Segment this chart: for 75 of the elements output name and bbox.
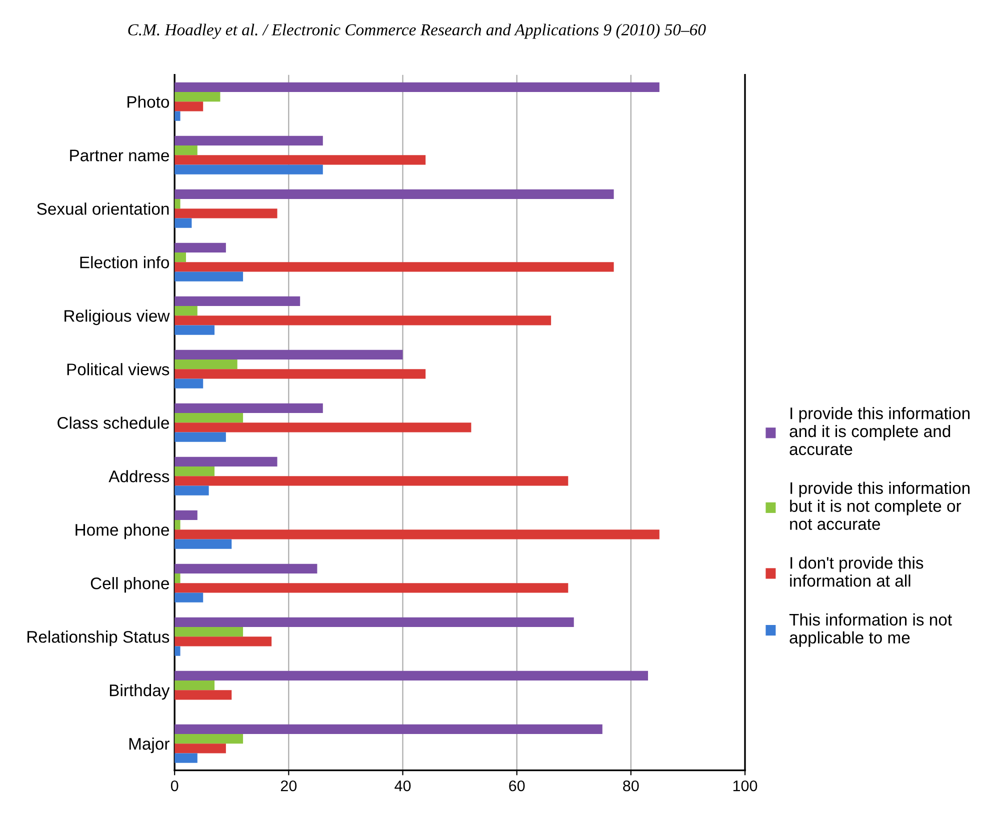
y-tick-label: Address — [108, 470, 170, 482]
y-tick-label: Major — [129, 738, 170, 754]
bar — [174, 486, 209, 496]
legend-label: I don't provide this information at all — [790, 556, 924, 587]
bar — [174, 617, 574, 627]
y-tick-label: Home phone — [76, 524, 169, 540]
bar — [174, 626, 244, 637]
bar — [174, 636, 272, 646]
bar — [174, 573, 180, 584]
y-tick-label: Relationship Status — [28, 630, 170, 646]
bar — [174, 218, 192, 228]
x-tick-label: 80 — [623, 780, 639, 792]
bar — [174, 592, 204, 602]
bar — [174, 296, 300, 306]
bar — [174, 670, 648, 680]
legend-label: I provide this information and it is complete and accurate — [790, 406, 970, 456]
bar — [174, 510, 198, 520]
bar — [174, 164, 323, 174]
bar — [174, 680, 215, 690]
y-tick-label: Religious view — [64, 310, 170, 326]
bar — [174, 466, 215, 476]
bar — [174, 306, 198, 316]
y-tick-label: Cell phone — [90, 577, 169, 593]
bar — [174, 359, 238, 370]
bar — [174, 146, 198, 156]
bar — [174, 422, 472, 432]
y-tick-label: Sexual orientation — [37, 202, 169, 215]
bar — [174, 734, 244, 744]
x-tick-label: 20 — [280, 780, 297, 792]
x-tick-label: 40 — [394, 780, 411, 792]
y-tick-label: Class schedule — [58, 416, 169, 429]
y-tick-label: Election info — [80, 256, 170, 268]
x-tick-label: 100 — [733, 780, 758, 792]
bar — [174, 753, 198, 763]
bar — [174, 102, 204, 112]
bar — [174, 242, 226, 252]
bar — [174, 92, 220, 102]
bar — [174, 136, 323, 146]
bar — [174, 724, 602, 734]
bar — [174, 369, 426, 379]
bar — [174, 456, 278, 466]
bar — [174, 155, 426, 165]
y-tick-label: Political views — [67, 363, 170, 376]
bar — [174, 690, 232, 700]
legend-label: This information is not applicable to me — [789, 613, 952, 647]
bar — [174, 520, 180, 530]
bar — [174, 403, 323, 413]
bar — [174, 189, 614, 199]
bar — [174, 272, 244, 282]
y-tick-label: Photo — [128, 96, 170, 108]
legend-label: I provide this information but it is not complete or not accurate — [790, 482, 970, 530]
bar — [174, 744, 226, 754]
bar — [174, 199, 180, 209]
bar — [174, 208, 278, 218]
x-tick-label: 60 — [509, 780, 525, 792]
bar — [174, 539, 232, 549]
bar — [174, 564, 318, 574]
bar — [174, 583, 568, 593]
x-tick-label: 0 — [170, 780, 178, 792]
bar — [174, 476, 568, 486]
bar — [174, 378, 204, 388]
bar — [174, 530, 660, 540]
bar — [174, 432, 226, 442]
bar — [174, 111, 180, 121]
bar — [174, 325, 215, 335]
y-tick-label: Birthday — [110, 684, 170, 700]
text: C.M. Hoadley et al. / Electronic Commerce Research and Applications 9 (2010) 50–60 — [128, 24, 706, 39]
y-tick-label: Partner name — [70, 150, 169, 162]
bar — [174, 350, 403, 360]
bar — [174, 646, 180, 656]
bar — [174, 82, 660, 92]
bar — [174, 316, 552, 326]
bar — [174, 252, 186, 262]
bar — [174, 412, 244, 423]
bar — [174, 262, 614, 272]
